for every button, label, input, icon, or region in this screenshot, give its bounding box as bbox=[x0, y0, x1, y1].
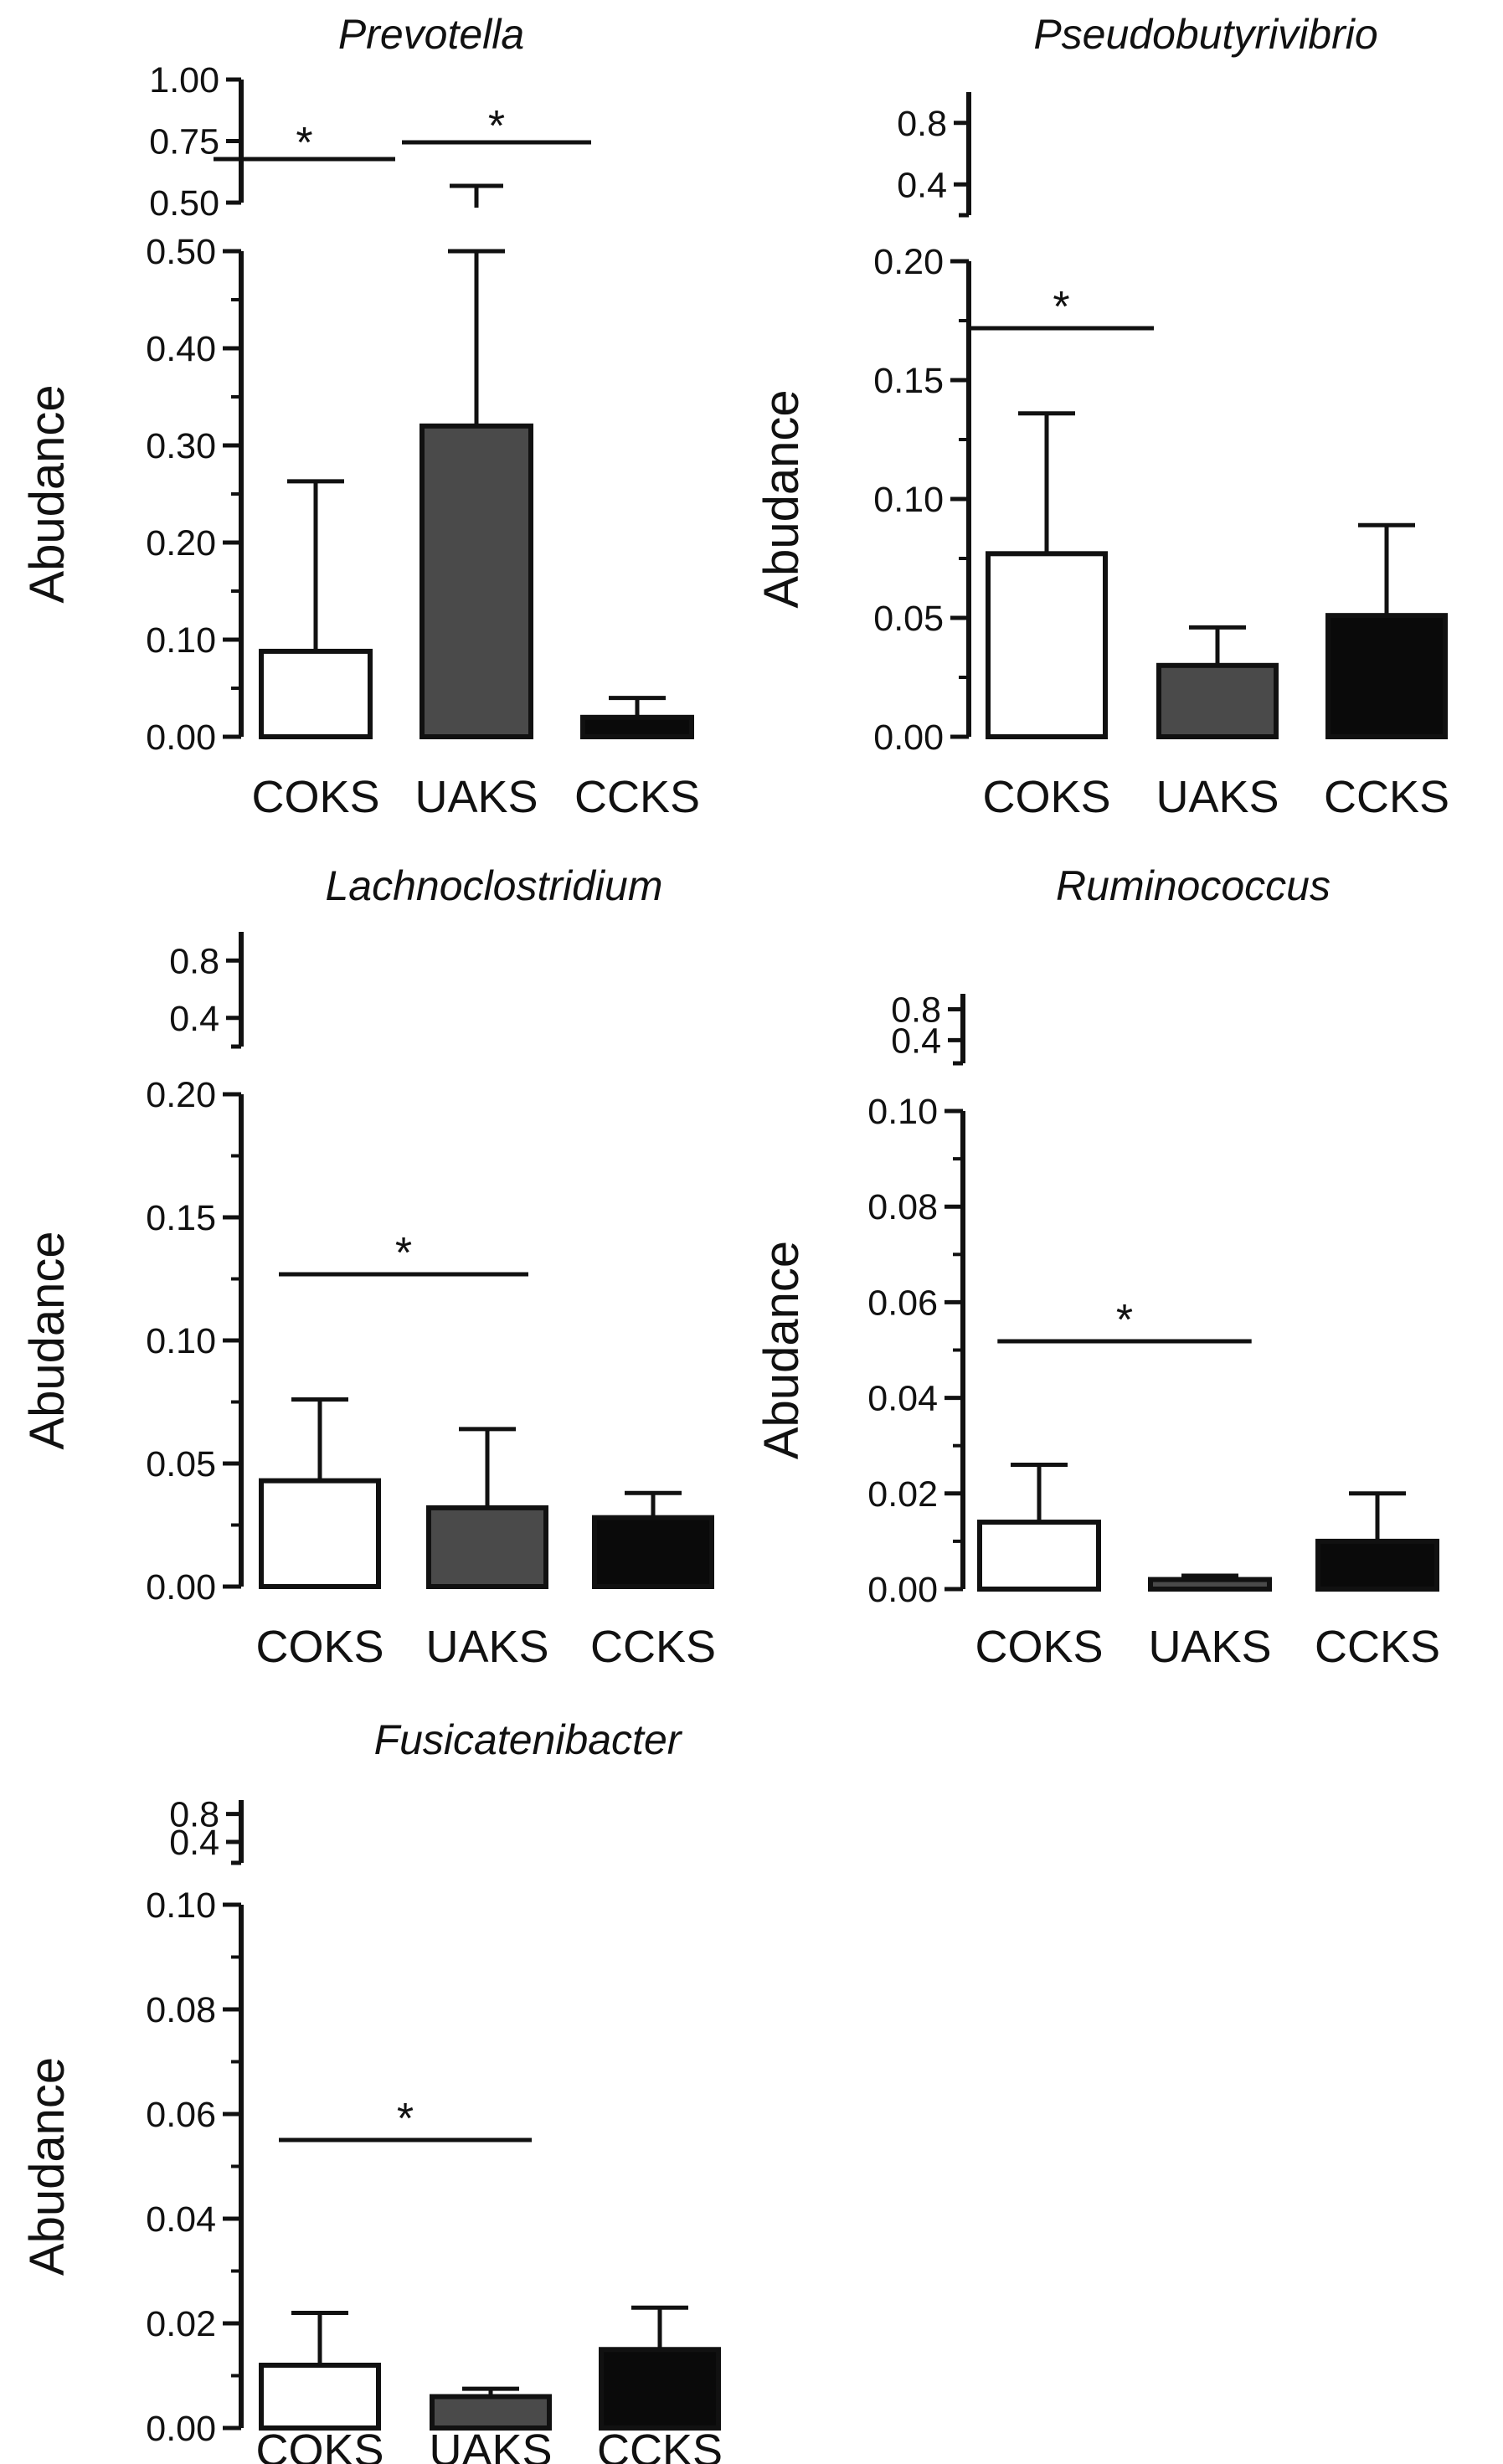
bar bbox=[430, 2394, 552, 2431]
y-tick-label: 0.04 bbox=[146, 2199, 216, 2240]
y-tick-label: 0.10 bbox=[146, 1321, 216, 1361]
chart-panel-1: Prevotella Abudance 0.00 0.10 0.20 0.30 0.40 0.… bbox=[20, 11, 700, 822]
y-tick-label: 0.05 bbox=[146, 1444, 216, 1484]
x-tick-label: COKS bbox=[975, 1622, 1103, 1672]
y-tick-label: 0.10 bbox=[146, 620, 216, 661]
panel-title: Prevotella bbox=[338, 11, 524, 58]
y-tick-label: 0.4 bbox=[169, 999, 219, 1039]
y-tick-label: 0.06 bbox=[867, 1283, 938, 1323]
bar bbox=[1315, 1538, 1439, 1592]
y-tick-label: 0.8 bbox=[169, 1795, 219, 1835]
y-tick-label: 0.00 bbox=[146, 1567, 216, 1608]
x-tick-label: UAKS bbox=[425, 1622, 548, 1672]
panel-title: Pseudobutyrivibrio bbox=[1033, 11, 1377, 58]
significance-star: * bbox=[397, 2095, 414, 2143]
bar bbox=[426, 1505, 548, 1590]
y-tick-label: 1.00 bbox=[149, 60, 219, 100]
y-tick-label: 0.15 bbox=[146, 1198, 216, 1238]
significance-star: * bbox=[395, 1229, 412, 1278]
y-axis-label: Abudance bbox=[20, 384, 75, 603]
y-tick-label: 0.08 bbox=[146, 1990, 216, 2030]
chart-panel-2: Pseudobutyrivibrio Abudance 0.00 0.05 0.10 0.… bbox=[754, 11, 1449, 822]
y-tick-label: 0.8 bbox=[169, 941, 219, 981]
y-tick-label: 0.8 bbox=[891, 990, 941, 1030]
significance-star: * bbox=[1053, 283, 1069, 332]
y-tick-label: 0.10 bbox=[867, 1092, 938, 1132]
x-tick-label: UAKS bbox=[414, 772, 538, 822]
y-tick-label: 0.10 bbox=[146, 1885, 216, 1926]
y-tick-label: 0.05 bbox=[873, 599, 944, 639]
x-tick-label: CCKS bbox=[574, 772, 700, 822]
y-axis-label: Abudance bbox=[754, 389, 809, 608]
bar bbox=[580, 714, 694, 739]
y-axis-label: Abudance bbox=[754, 1241, 809, 1459]
x-tick-label: UAKS bbox=[1156, 772, 1279, 822]
panel-title: Lachnoclostridium bbox=[326, 862, 663, 909]
y-tick-label: 0.04 bbox=[867, 1379, 938, 1419]
x-tick-label: UAKS bbox=[429, 2425, 552, 2464]
x-tick-label: UAKS bbox=[1148, 1622, 1271, 1672]
y-tick-label: 0.20 bbox=[146, 523, 216, 563]
panel-title: Fusicatenibacter bbox=[374, 1716, 683, 1763]
y-tick-label: 0.02 bbox=[867, 1474, 938, 1515]
y-tick-label: 0.20 bbox=[873, 242, 944, 282]
x-tick-label: CCKS bbox=[590, 1622, 716, 1672]
panel-title: Ruminococcus bbox=[1056, 862, 1331, 909]
x-tick-label: CCKS bbox=[1315, 1622, 1440, 1672]
bar bbox=[259, 2363, 381, 2431]
x-tick-label: COKS bbox=[255, 2425, 383, 2464]
y-tick-label: 0.75 bbox=[149, 122, 219, 162]
significance-star: * bbox=[1116, 1296, 1133, 1345]
y-tick-label: 0.10 bbox=[873, 480, 944, 520]
y-tick-label: 0.8 bbox=[897, 104, 947, 144]
chart-panel-4: Ruminococcus Abudance 0.00 0.02 0.04 0.06 0.08… bbox=[754, 862, 1440, 1672]
x-tick-label: CCKS bbox=[1324, 772, 1449, 822]
y-tick-label: 0.00 bbox=[146, 718, 216, 758]
y-tick-label: 0.02 bbox=[146, 2304, 216, 2344]
significance-star: * bbox=[296, 119, 312, 167]
bar bbox=[599, 2347, 721, 2431]
chart-panel-5: Fusicatenibacter Abudance 0.00 0.02 0.04 0.06… bbox=[20, 1716, 723, 2464]
y-tick-label: 0.06 bbox=[146, 2095, 216, 2135]
y-tick-label: 0.20 bbox=[146, 1075, 216, 1115]
y-tick-label: 0.08 bbox=[867, 1187, 938, 1227]
y-tick-label: 0.4 bbox=[169, 1823, 219, 1863]
chart-panel-3: Lachnoclostridium Abudance 0.00 0.05 0.10 0.1… bbox=[20, 862, 716, 1672]
bar bbox=[1325, 613, 1448, 739]
y-axis-label: Abudance bbox=[20, 1231, 75, 1449]
y-tick-label: 0.15 bbox=[873, 361, 944, 401]
y-tick-label: 0.00 bbox=[867, 1570, 938, 1610]
bar bbox=[259, 1478, 381, 1589]
y-tick-label: 0.50 bbox=[149, 183, 219, 224]
y-tick-label: 0.4 bbox=[897, 165, 947, 205]
y-tick-label: 0.00 bbox=[873, 718, 944, 758]
significance-star: * bbox=[488, 102, 505, 151]
bar bbox=[1148, 1577, 1272, 1592]
bar bbox=[592, 1515, 714, 1590]
y-tick-label: 0.50 bbox=[146, 232, 216, 272]
x-tick-label: COKS bbox=[255, 1622, 383, 1672]
bar bbox=[259, 648, 373, 739]
x-tick-label: COKS bbox=[982, 772, 1110, 822]
bar bbox=[420, 423, 533, 739]
x-tick-label: COKS bbox=[251, 772, 379, 822]
y-tick-label: 0.40 bbox=[146, 329, 216, 369]
y-tick-label: 0.30 bbox=[146, 426, 216, 466]
bar bbox=[986, 551, 1108, 739]
bar bbox=[977, 1520, 1101, 1592]
y-axis-label: Abudance bbox=[20, 2057, 75, 2276]
y-tick-label: 0.4 bbox=[891, 1021, 941, 1061]
y-tick-label: 0.00 bbox=[146, 2409, 216, 2449]
x-tick-label: CCKS bbox=[597, 2425, 723, 2464]
bar bbox=[1156, 662, 1279, 739]
